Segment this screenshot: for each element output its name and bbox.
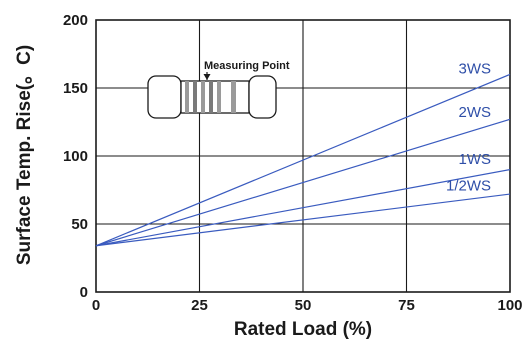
y-tick-label: 150 [63,80,88,97]
resistor-right-cap [248,75,277,119]
resistor-band [185,81,189,113]
y-tick-label: 0 [80,284,88,301]
resistor-illustration: Measuring Point [147,60,290,119]
series-label: 1/2WS [446,177,491,194]
plot-frame [95,19,511,293]
resistor-band [217,81,221,113]
series-line-2ws [95,118,511,247]
series-label: 1WS [458,151,491,168]
series-labels: 3WS 2WS 1WS 1/2WS [446,60,491,194]
series-lines [95,73,511,247]
y-tick-label: 100 [63,148,88,165]
resistor-band [201,81,205,113]
measuring-point-label: Measuring Point [204,60,290,72]
x-tick-label: 75 [398,297,415,314]
y-tick-label: 50 [71,216,88,233]
resistor-left-cap [147,75,182,119]
resistor-band [193,81,197,113]
y-axis-title: Surface Temp. Rise(。C) [14,45,35,265]
series-label: 3WS [458,60,491,77]
y-tick-label: 200 [63,12,88,29]
x-tick-label: 0 [92,297,100,314]
x-tick-label: 100 [497,297,522,314]
arrow-head-icon [203,74,211,80]
series-line-3ws [95,73,511,247]
y-tick-labels: 0 50 100 150 200 [63,12,88,301]
x-tick-label: 25 [191,297,208,314]
x-tick-label: 50 [295,297,312,314]
x-axis-title: Rated Load (%) [234,319,372,340]
resistor-body [180,80,250,114]
resistor-band [231,81,236,113]
x-tick-labels: 0 25 50 75 100 [92,297,523,314]
series-line-1-2ws [95,193,511,247]
series-line-1ws [95,169,511,247]
grid [96,20,510,292]
resistor-band [209,81,213,113]
series-label: 2WS [458,104,491,121]
